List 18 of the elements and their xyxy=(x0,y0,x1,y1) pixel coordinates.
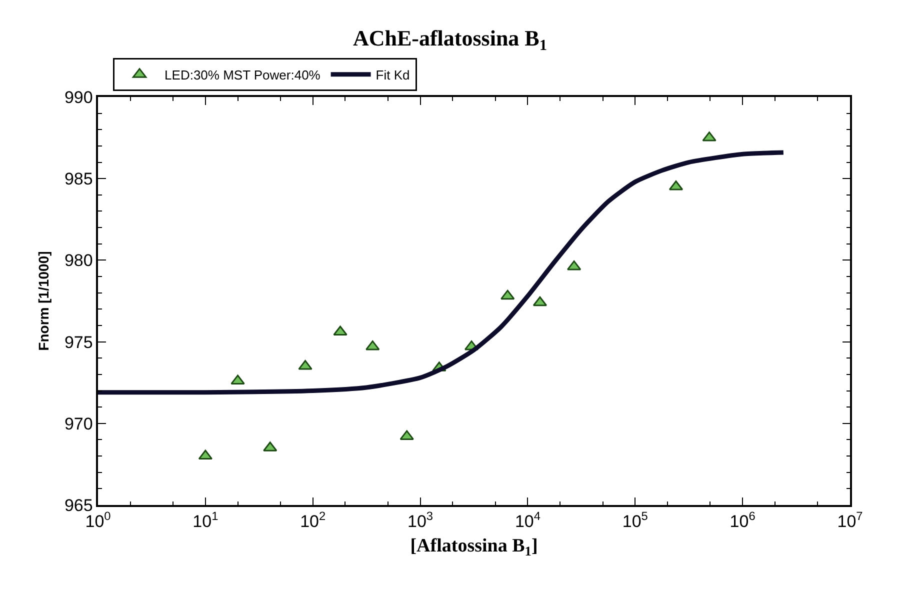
x-tick-label: 10$^{6}$ xyxy=(730,509,756,532)
legend-label: Fit Kd xyxy=(376,67,410,82)
y-tick-label: 985 xyxy=(64,170,93,189)
legend-label: LED:30% MST Power:40% xyxy=(164,67,321,82)
chart-title: AChE-aflatossina B$_{1}$ xyxy=(352,26,548,54)
x-tick-label: 10$^{3}$ xyxy=(408,509,434,532)
x-tick-label: 10$^{2}$ xyxy=(300,509,326,532)
x-axis-title: [Aflatossina B$_{1}$] xyxy=(410,535,538,558)
y-axis-title: Fnorm [1/1000] xyxy=(36,251,52,351)
y-tick-label: 965 xyxy=(64,496,93,515)
y-tick-label: 970 xyxy=(64,414,93,434)
y-tick-label: 975 xyxy=(64,332,93,352)
y-tick-label: 990 xyxy=(64,88,93,107)
y-tick-label: 980 xyxy=(64,251,93,270)
x-tick-label: 10$^{4}$ xyxy=(514,509,541,532)
x-tick-label: 10$^{5}$ xyxy=(622,509,648,532)
x-tick-label: 10$^{7}$ xyxy=(837,509,864,532)
x-tick-label: 10$^{1}$ xyxy=(192,509,219,532)
